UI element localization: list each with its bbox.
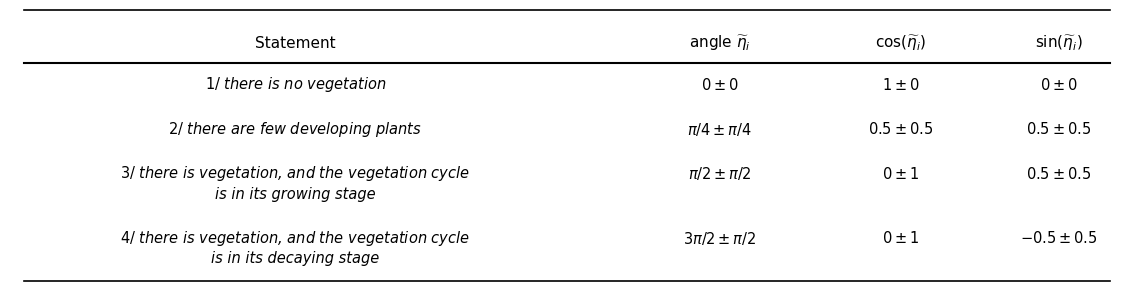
Text: $\cos(\widetilde{\eta}_i)$: $\cos(\widetilde{\eta}_i)$ [875, 34, 926, 54]
Text: $-0.5 \pm 0.5$: $-0.5 \pm 0.5$ [1021, 230, 1098, 246]
Text: $1 \pm 0$: $1 \pm 0$ [882, 77, 920, 93]
Text: $0.5 \pm 0.5$: $0.5 \pm 0.5$ [869, 121, 933, 137]
Text: $1/$ there is no vegetation: $1/$ there is no vegetation [205, 75, 387, 94]
Text: $\sin(\widetilde{\eta}_i)$: $\sin(\widetilde{\eta}_i)$ [1035, 34, 1083, 54]
Text: is in its decaying stage: is in its decaying stage [211, 251, 380, 266]
Text: $2/$ there are few developing plants: $2/$ there are few developing plants [169, 120, 423, 139]
Text: is in its growing stage: is in its growing stage [215, 187, 375, 202]
Text: $3/$ there is vegetation, and the vegetation cycle: $3/$ there is vegetation, and the vegeta… [120, 164, 471, 183]
Text: $0 \pm 1$: $0 \pm 1$ [882, 230, 920, 246]
Text: $0.5 \pm 0.5$: $0.5 \pm 0.5$ [1026, 166, 1092, 182]
Text: $\pi/4 \pm \pi/4$: $\pi/4 \pm \pi/4$ [687, 121, 752, 138]
Text: $0 \pm 1$: $0 \pm 1$ [882, 166, 920, 182]
Text: $4/$ there is vegetation, and the vegetation cycle: $4/$ there is vegetation, and the vegeta… [120, 229, 471, 248]
Text: angle $\widetilde{\eta}_i$: angle $\widetilde{\eta}_i$ [688, 34, 751, 54]
Text: $0.5 \pm 0.5$: $0.5 \pm 0.5$ [1026, 121, 1092, 137]
Text: $\pi/2 \pm \pi/2$: $\pi/2 \pm \pi/2$ [688, 165, 752, 182]
Text: $3\pi/2 \pm \pi/2$: $3\pi/2 \pm \pi/2$ [684, 230, 756, 247]
Text: Statement: Statement [255, 36, 336, 51]
Text: $0 \pm 0$: $0 \pm 0$ [701, 77, 738, 93]
Text: $0 \pm 0$: $0 \pm 0$ [1040, 77, 1078, 93]
